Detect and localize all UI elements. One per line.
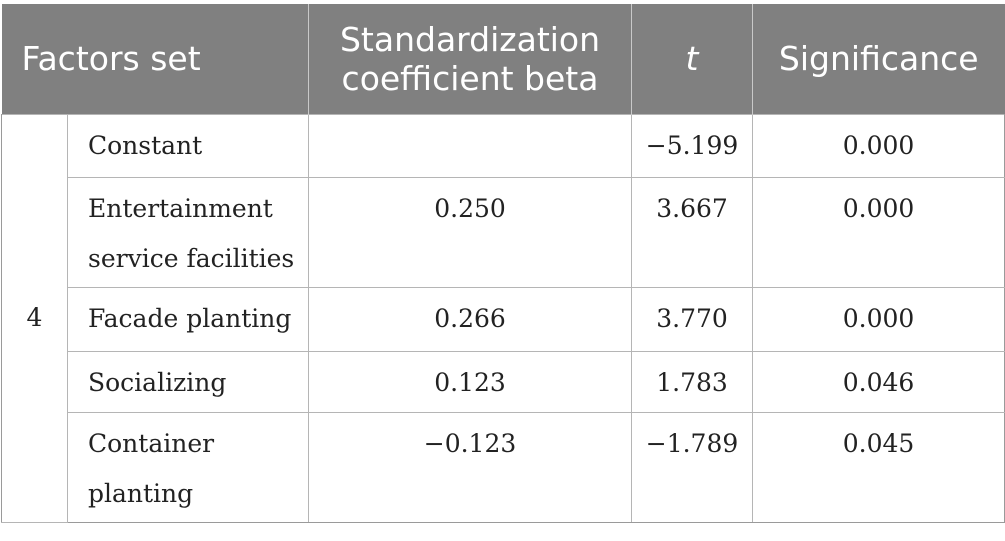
table-row: 4 Constant −5.199 0.000: [1, 113, 1005, 523]
header-significance: Significance: [752, 4, 1005, 114]
beta-cell: 0.266: [308, 286, 633, 352]
beta-cell: −0.123: [308, 411, 633, 523]
model-number: 4: [1, 113, 68, 523]
t-cell: −5.199: [631, 113, 754, 178]
beta-cell: 0.123: [308, 350, 633, 413]
t-cell: 1.783: [631, 350, 754, 413]
factor-cell: Constant: [66, 113, 310, 178]
header-t: t: [631, 4, 753, 114]
factor-cell: Container planting: [66, 411, 310, 523]
t-cell: 3.770: [631, 286, 754, 352]
significance-cell: 0.000: [752, 286, 1005, 352]
significance-cell: 0.045: [752, 411, 1005, 523]
table-row: Entertainment service facilities 0.250 3…: [2, 176, 1005, 288]
table-row: Container planting −0.123 −1.789 0.045: [2, 411, 1005, 523]
beta-cell: [308, 113, 633, 178]
t-cell: 3.667: [631, 176, 754, 288]
factor-cell: Entertainment service facilities: [66, 176, 310, 288]
significance-cell: 0.000: [752, 113, 1005, 178]
table-header: Factors set Standardization coefficient …: [1, 4, 1005, 114]
factor-cell: Socializing: [66, 350, 310, 413]
table-row: Facade planting 0.266 3.770 0.000: [2, 286, 1005, 352]
significance-cell: 0.000: [752, 176, 1005, 288]
significance-cell: 0.046: [752, 350, 1005, 413]
beta-cell: 0.250: [308, 176, 633, 288]
factor-cell: Facade planting: [66, 286, 310, 352]
header-standardization-coefficient-beta: Standardization coefficient beta: [308, 4, 632, 114]
regression-table: Factors set Standardization coefficient …: [1, 4, 1005, 523]
header-row: Factors set Standardization coefficient …: [1, 4, 1005, 114]
header-factors-set: Factors set: [1, 4, 309, 114]
table-body: 4 Constant −5.199 0.000 Entertainment se…: [1, 113, 1005, 523]
header-t-label: t: [685, 39, 699, 79]
table-row: Socializing 0.123 1.783 0.046: [2, 350, 1005, 413]
t-cell: −1.789: [631, 411, 754, 523]
